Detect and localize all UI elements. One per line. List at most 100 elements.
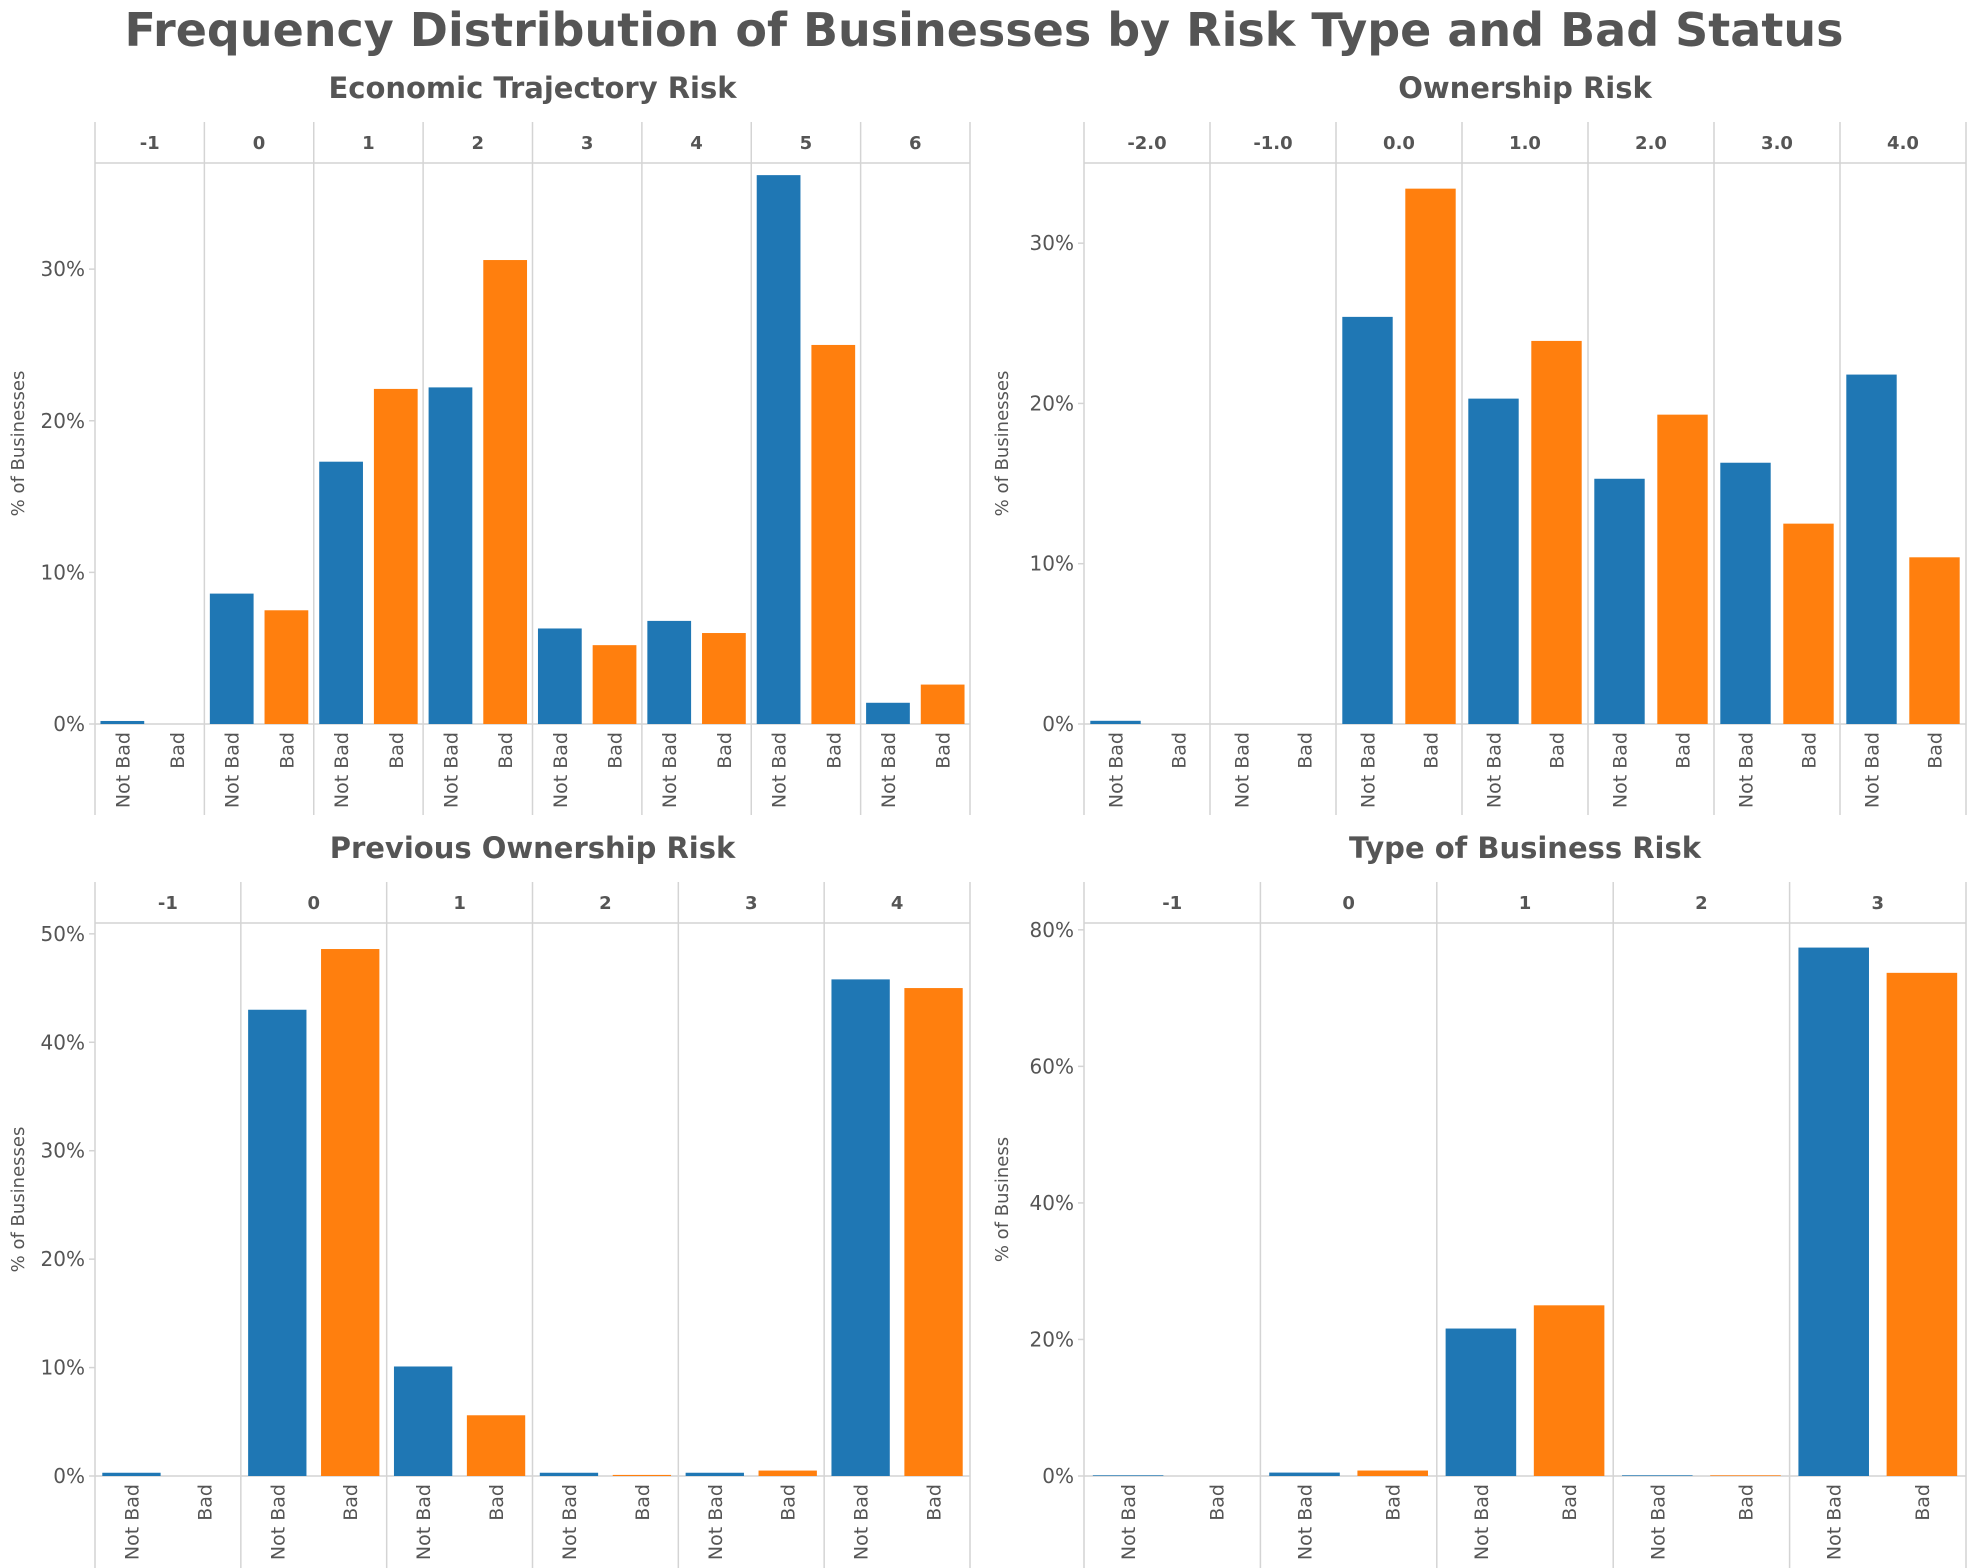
sub-category-label: Not Bad <box>705 1484 727 1560</box>
sub-category-label: Not Bad <box>659 732 681 808</box>
sub-category-label: Not Bad <box>1736 732 1758 808</box>
y-axis-label: % of Business <box>992 1137 1013 1262</box>
y-tick-label: 20% <box>1030 1327 1074 1351</box>
bar-bad-0-0 <box>1405 188 1456 724</box>
group-header: -1 <box>1162 893 1182 914</box>
sub-category-label: Bad <box>605 732 627 769</box>
sub-category-label: Not Bad <box>851 1484 873 1560</box>
y-tick-label: 50% <box>41 922 85 946</box>
group-header: 1.0 <box>1509 133 1541 154</box>
sub-category-label: Not Bad <box>267 1484 289 1560</box>
group-header: 4 <box>690 133 703 154</box>
group-header: 4.0 <box>1887 133 1919 154</box>
group-header: 3 <box>1872 893 1885 914</box>
group-header: 6 <box>909 133 922 154</box>
group-header: 1 <box>453 893 466 914</box>
y-tick-label: 10% <box>41 560 85 584</box>
sub-category-label: Not Bad <box>1358 732 1380 808</box>
y-tick-label: 30% <box>41 1139 85 1163</box>
group-header: 2 <box>1695 893 1708 914</box>
bar-bad-2 <box>1710 1475 1781 1476</box>
group-header: 3.0 <box>1761 133 1793 154</box>
bar-not-bad-4 <box>647 620 692 724</box>
page-title: Frequency Distribution of Businesses by … <box>124 3 1844 57</box>
bar-bad-3 <box>758 1470 817 1476</box>
y-tick-label: 0% <box>53 1464 85 1488</box>
bar-not-bad-2 <box>539 1472 599 1476</box>
bar-not-bad-6 <box>866 702 910 724</box>
group-header: 3 <box>581 133 594 154</box>
bar-bad-2 <box>483 260 528 724</box>
bar-bad-0 <box>321 949 380 1476</box>
bar-not-bad-3 <box>685 1472 744 1476</box>
sub-category-label: Bad <box>1421 732 1443 769</box>
sub-category-label: Bad <box>632 1484 654 1521</box>
bar-bad-1-0 <box>1531 340 1582 724</box>
y-tick-label: 60% <box>1030 1054 1074 1078</box>
chart-ownership-risk: Ownership Risk 0% 10% 20% 30% % of Businesses… <box>992 71 1967 815</box>
y-axis-label: % of Businesses <box>8 1127 29 1273</box>
sub-category-label: Not Bad <box>878 732 900 808</box>
bar-not-bad-4-0 <box>1846 374 1897 724</box>
group-header: -1.0 <box>1253 133 1292 154</box>
sub-category-label: Not Bad <box>550 732 572 808</box>
sub-category-label: Not Bad <box>331 732 353 808</box>
sub-category-label: Bad <box>1169 732 1191 769</box>
y-tick-label: 80% <box>1030 918 1074 942</box>
y-tick-label: 20% <box>1030 391 1074 415</box>
y-axis-label: % of Businesses <box>992 371 1013 517</box>
bar-not-bad-1-0 <box>1468 398 1519 724</box>
bar-not-bad-3 <box>537 628 582 724</box>
sub-category-label: Bad <box>1295 732 1317 769</box>
group-header: 2 <box>472 133 485 154</box>
panel-title: Ownership Risk <box>1398 71 1652 105</box>
group-header: 0 <box>1342 893 1355 914</box>
bar-bad-4 <box>702 633 746 724</box>
sub-category-label: Bad <box>714 732 736 769</box>
bar-bad-3 <box>592 645 637 724</box>
sub-category-label: Bad <box>495 732 517 769</box>
group-header: 5 <box>800 133 813 154</box>
sub-category-label: Not Bad <box>1106 732 1128 808</box>
group-header: 4 <box>891 893 904 914</box>
group-header: -2.0 <box>1127 133 1166 154</box>
bar-bad-4-0 <box>1909 557 1960 724</box>
y-tick-label: 40% <box>1030 1191 1074 1215</box>
bar-not-bad-1 <box>1092 1475 1164 1476</box>
group-header: 2 <box>599 893 612 914</box>
bar-not-bad-3 <box>1798 947 1869 1476</box>
sub-category-label: Bad <box>1383 1484 1405 1521</box>
group-header: 0.0 <box>1383 133 1415 154</box>
sub-category-label: Not Bad <box>1862 732 1884 808</box>
group-header: 1 <box>362 133 375 154</box>
bar-not-bad-1 <box>102 1472 161 1476</box>
sub-category-label: Bad <box>1673 732 1695 769</box>
y-tick-label: 40% <box>41 1030 85 1054</box>
group-header: -1 <box>140 133 160 154</box>
sub-category-label: Bad <box>1912 1484 1934 1521</box>
bar-bad-2 <box>612 1474 672 1476</box>
sub-category-label: Not Bad <box>1295 1484 1317 1560</box>
bar-bad-5 <box>811 344 856 724</box>
bar-bad-6 <box>920 684 965 724</box>
sub-category-label: Bad <box>1559 1484 1581 1521</box>
sub-category-label: Not Bad <box>1118 1484 1140 1560</box>
sub-category-label: Not Bad <box>440 732 462 808</box>
bar-bad-3 <box>1886 972 1958 1476</box>
bar-not-bad-1 <box>1445 1328 1517 1476</box>
sub-category-label: Bad <box>1547 732 1569 769</box>
sub-category-label: Bad <box>1925 732 1947 769</box>
bar-not-bad-0 <box>1269 1472 1340 1476</box>
panel-title: Economic Trajectory Risk <box>328 71 737 105</box>
sub-category-label: Bad <box>340 1484 362 1521</box>
bar-bad-1 <box>1533 1305 1605 1476</box>
sub-category-label: Bad <box>924 1484 946 1521</box>
bar-bad-1 <box>373 388 418 724</box>
sub-category-label: Bad <box>1799 732 1821 769</box>
y-tick-label: 10% <box>1030 552 1074 576</box>
sub-category-label: Not Bad <box>1647 1484 1669 1560</box>
bar-not-bad-1 <box>100 720 145 724</box>
sub-category-label: Not Bad <box>1484 732 1506 808</box>
bar-not-bad-2-0 <box>1090 720 1141 724</box>
y-tick-label: 20% <box>41 1247 85 1271</box>
